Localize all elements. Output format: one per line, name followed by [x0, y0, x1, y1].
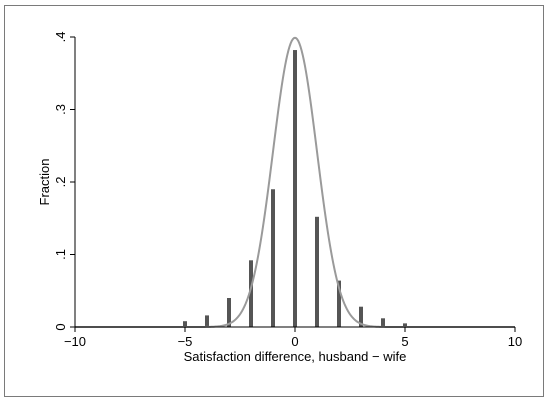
y-ticks: 0 .1 .2 .3 .4: [53, 32, 75, 331]
y-tick-label: .2: [53, 177, 68, 188]
y-tick-label: .3: [53, 104, 68, 115]
x-tick-label: −5: [178, 334, 193, 349]
bar: [271, 189, 275, 327]
x-axis-title: Satisfaction difference, husband − wife: [184, 349, 407, 364]
y-tick-label: .1: [53, 249, 68, 260]
x-ticks: −10 −5 0 5 10: [64, 327, 522, 349]
x-tick-label: −10: [64, 334, 86, 349]
bar: [381, 318, 385, 327]
bar: [293, 50, 297, 328]
x-tick-label: 5: [401, 334, 408, 349]
bar: [315, 216, 319, 327]
bar: [205, 315, 209, 327]
bars-layer: [183, 50, 407, 328]
bar: [183, 321, 187, 327]
bar: [227, 298, 231, 327]
bar: [403, 323, 407, 327]
y-axis-title: Fraction: [37, 159, 52, 206]
y-tick-label: 0: [53, 323, 68, 330]
y-tick-label: .4: [53, 32, 68, 43]
bar: [359, 306, 363, 327]
x-tick-label: 10: [508, 334, 522, 349]
x-tick-label: 0: [291, 334, 298, 349]
bar: [249, 260, 253, 327]
bar: [337, 280, 341, 327]
